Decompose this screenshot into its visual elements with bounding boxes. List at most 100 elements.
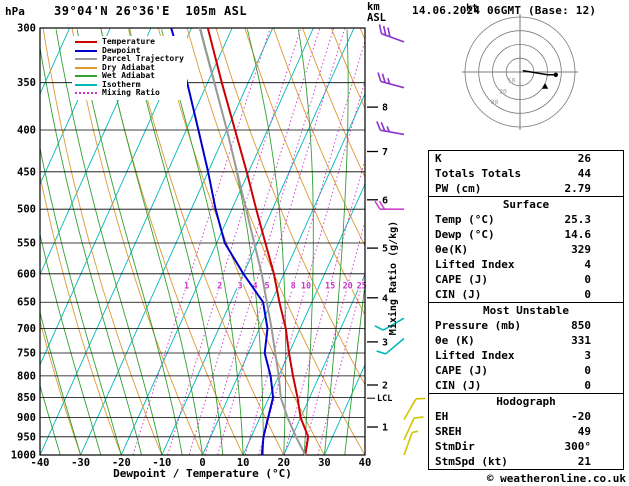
- legend-label: Mixing Ratio: [102, 88, 160, 98]
- svg-text:4: 4: [382, 293, 388, 304]
- legend-item-dry-adiabat: Dry Adiabat: [75, 63, 184, 73]
- temperature-line-sample: [75, 41, 97, 44]
- stat-value: -20: [571, 410, 591, 423]
- x-axis-title: Dewpoint / Temperature (°C): [113, 467, 292, 480]
- svg-text:-20: -20: [112, 457, 131, 469]
- svg-text:10: 10: [237, 457, 250, 469]
- stat-value: 850: [571, 319, 591, 332]
- svg-text:500: 500: [17, 204, 36, 216]
- stat-row-pw: PW (cm) 2.79: [429, 181, 623, 196]
- stat-label: CAPE (J): [435, 364, 488, 377]
- indices-box: K 26 Totals Totals 44 PW (cm) 2.79: [428, 150, 624, 197]
- stat-label: Temp (°C): [435, 213, 495, 226]
- legend-label: Dewpoint: [102, 45, 141, 55]
- svg-text:15: 15: [325, 282, 335, 292]
- stat-label: Lifted Index: [435, 258, 515, 271]
- stat-label: θe (K): [435, 334, 475, 347]
- stat-label: StmSpd (kt): [435, 455, 508, 468]
- isotherm-lines: [40, 28, 365, 455]
- legend-label: Temperature: [102, 37, 155, 47]
- mixing-ratio-value-labels: 1 2 3 4 5 8 10 15 20 25: [183, 280, 368, 293]
- legend-item-isotherm: Isotherm: [75, 80, 184, 90]
- svg-text:10: 10: [301, 282, 311, 292]
- svg-text:30: 30: [318, 457, 331, 469]
- mixing-ratio-line-sample: [75, 92, 97, 95]
- svg-text:-40: -40: [31, 457, 50, 469]
- wind-barbs: [374, 24, 426, 456]
- svg-text:0: 0: [199, 457, 205, 469]
- stat-value: 329: [571, 243, 591, 256]
- copyright: © weatheronline.co.uk: [486, 472, 626, 485]
- svg-text:-30: -30: [71, 457, 90, 469]
- pressure-axis-unit: hPa: [5, 5, 25, 18]
- svg-text:3: 3: [238, 282, 243, 292]
- svg-text:5: 5: [265, 282, 270, 292]
- stat-row-stmspd: StmSpd (kt) 21: [429, 454, 623, 469]
- svg-text:850: 850: [17, 392, 36, 404]
- parcel-line-sample: [75, 58, 97, 61]
- stat-value: 21: [577, 455, 591, 468]
- surface-box-title: Surface: [502, 198, 550, 211]
- svg-text:40: 40: [359, 457, 372, 469]
- stat-label: CAPE (J): [435, 273, 488, 286]
- svg-text:4: 4: [253, 282, 258, 292]
- svg-text:900: 900: [17, 412, 36, 424]
- stat-label: Lifted Index: [435, 349, 515, 362]
- svg-text:6: 6: [382, 195, 388, 206]
- hodograph-box-title: Hodograph: [496, 395, 556, 408]
- stat-row-surface-temp: Temp (°C) 25.3: [429, 212, 623, 227]
- legend-item-temperature: Temperature: [75, 38, 184, 47]
- stat-row-surface-cape: CAPE (J) 0: [429, 272, 623, 287]
- svg-text:1: 1: [382, 423, 388, 434]
- plot-border: [39, 27, 366, 456]
- svg-text:950: 950: [17, 431, 36, 443]
- run-datetime-title: 14.06.2024 06GMT (Base: 12): [412, 4, 597, 17]
- most-unstable-box: Most Unstable Pressure (mb) 850 θe (K) 331…: [428, 302, 624, 394]
- surface-box: Surface Temp (°C) 25.3 Dewp (°C) 14.6 θe(K…: [428, 196, 624, 303]
- svg-text:650: 650: [17, 297, 36, 309]
- stat-value: 25.3: [564, 213, 592, 226]
- svg-text:600: 600: [17, 268, 36, 280]
- series-dewpoint: [170, 27, 275, 456]
- hodograph-unit-label: kt: [466, 3, 479, 14]
- stat-row-mu-thetae: θe (K) 331: [429, 333, 623, 348]
- svg-text:550: 550: [17, 238, 36, 250]
- svg-text:-10: -10: [152, 457, 171, 469]
- stat-row-surface-dewp: Dewp (°C) 14.6: [429, 227, 623, 242]
- svg-text:1: 1: [184, 282, 189, 292]
- wet-adiabat-lines: [40, 29, 365, 455]
- stat-value: 14.6: [564, 228, 592, 241]
- stat-label: Pressure (mb): [435, 319, 522, 332]
- stat-value: 331: [571, 334, 591, 347]
- stat-row-stmdir: StmDir 300°: [429, 439, 623, 454]
- stat-label: θe(K): [435, 243, 469, 256]
- svg-text:1000: 1000: [11, 450, 36, 462]
- stat-value: 0: [584, 288, 591, 301]
- svg-text:5: 5: [382, 244, 388, 255]
- mixing-ratio-axis-title: Mixing Ratio (g/kg): [388, 220, 399, 336]
- svg-text:8: 8: [291, 282, 296, 292]
- stat-label: Dewp (°C): [435, 228, 495, 241]
- svg-text:400: 400: [17, 125, 36, 137]
- svg-text:700: 700: [17, 323, 36, 335]
- stat-row-mu-cape: CAPE (J) 0: [429, 363, 623, 378]
- stat-label: EH: [435, 410, 449, 423]
- series-parcel-trajectory: [198, 27, 307, 456]
- stat-row-surface-li: Lifted Index 4: [429, 257, 623, 272]
- station-title: 39°04'N 26°36'E 105m ASL: [54, 4, 248, 18]
- svg-text:10: 10: [508, 77, 516, 85]
- legend-label: Wet Adiabat: [102, 71, 155, 81]
- stat-row-sreh: SREH 49: [429, 424, 623, 439]
- stat-label: SREH: [435, 425, 462, 438]
- stat-value: 49: [577, 425, 591, 438]
- legend-item-mixing-ratio: Mixing Ratio: [75, 89, 184, 98]
- svg-text:2: 2: [382, 381, 388, 392]
- altitude-axis-unit: km ASL: [367, 2, 386, 24]
- stat-value: 0: [584, 273, 591, 286]
- stat-label: K: [435, 152, 442, 165]
- isotherm-line-sample: [75, 83, 97, 86]
- svg-text:2: 2: [217, 282, 222, 292]
- stat-value: 300°: [564, 440, 592, 453]
- svg-text:450: 450: [17, 166, 36, 178]
